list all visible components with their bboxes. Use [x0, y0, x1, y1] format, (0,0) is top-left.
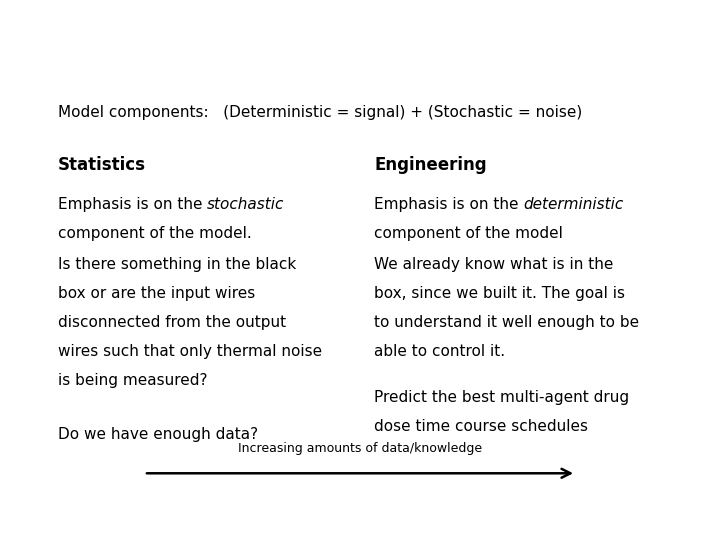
Text: component of the model: component of the model — [374, 226, 563, 241]
Text: dose time course schedules: dose time course schedules — [374, 420, 588, 435]
Text: Engineering: Engineering — [374, 156, 487, 174]
Text: to understand it well enough to be: to understand it well enough to be — [374, 315, 639, 330]
Text: box or are the input wires: box or are the input wires — [58, 286, 255, 301]
Text: Predict the best multi-agent drug: Predict the best multi-agent drug — [374, 390, 629, 406]
Text: box, since we built it. The goal is: box, since we built it. The goal is — [374, 286, 626, 301]
Text: Is there something in the black: Is there something in the black — [58, 257, 296, 272]
Text: Do we have enough data?: Do we have enough data? — [58, 427, 258, 442]
Text: We already know what is in the: We already know what is in the — [374, 257, 613, 272]
Text: Emphasis is on the: Emphasis is on the — [374, 197, 523, 212]
Text: able to control it.: able to control it. — [374, 344, 505, 359]
Text: Why Systems Biology: Why Systems Biology — [141, 23, 579, 57]
Text: disconnected from the output: disconnected from the output — [58, 315, 286, 330]
Text: Statistics: Statistics — [58, 156, 145, 174]
Text: Model components:   (Deterministic = signal) + (Stochastic = noise): Model components: (Deterministic = signa… — [58, 105, 582, 120]
Text: component of the model.: component of the model. — [58, 226, 251, 241]
Text: Increasing amounts of data/knowledge: Increasing amounts of data/knowledge — [238, 442, 482, 455]
Text: wires such that only thermal noise: wires such that only thermal noise — [58, 344, 322, 359]
Text: stochastic: stochastic — [207, 197, 284, 212]
Text: deterministic: deterministic — [523, 197, 624, 212]
Text: Emphasis is on the: Emphasis is on the — [58, 197, 207, 212]
Text: is being measured?: is being measured? — [58, 373, 207, 388]
